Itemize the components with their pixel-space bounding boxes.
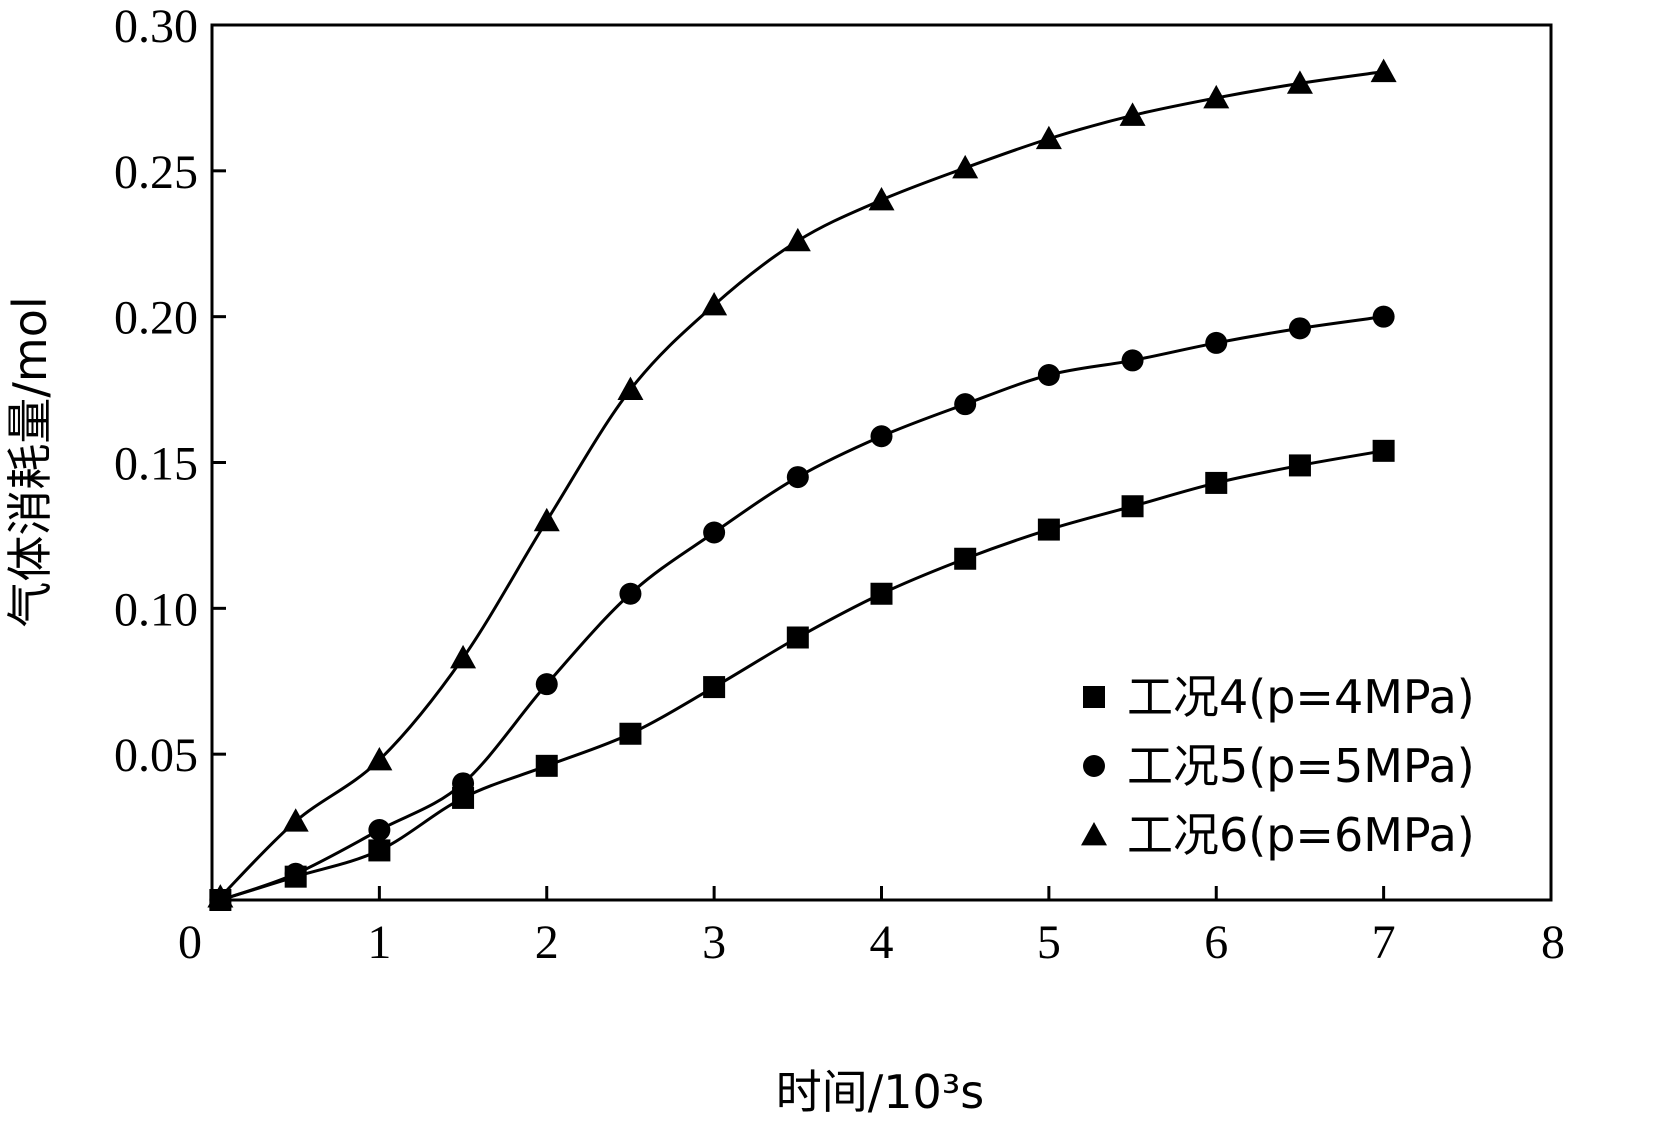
y-axis-title: 气体消耗量/mol [3, 296, 57, 627]
data-point-triangle [1203, 84, 1230, 109]
y-axis-ticks: 0.05 0.10 0.15 0.20 0.25 0.30 [114, 0, 226, 782]
data-point-triangle [1119, 102, 1146, 126]
data-point-square [535, 754, 558, 777]
data-point-circle [619, 582, 642, 605]
x-tick-label: 5 [1037, 916, 1061, 969]
data-point-triangle [450, 644, 477, 669]
y-tick-label: 0.25 [114, 146, 198, 199]
data-point-triangle [784, 227, 811, 252]
x-tick-label: 3 [702, 916, 726, 969]
x-tick-label: 6 [1204, 916, 1228, 969]
data-point-triangle [533, 507, 560, 532]
x-tick-label: 7 [1372, 916, 1396, 969]
x-tick-label: 8 [1541, 916, 1565, 969]
data-point-circle [452, 772, 475, 795]
data-point-square [1288, 454, 1311, 477]
y-tick-label: 0.20 [114, 292, 198, 345]
data-point-square [703, 676, 726, 699]
data-point-triangle [1286, 70, 1313, 94]
data-point-triangle [207, 884, 234, 908]
series-line [219, 315, 1384, 902]
y-tick-label: 0.30 [114, 0, 198, 53]
data-point-circle [535, 673, 558, 696]
data-point-triangle [1370, 58, 1397, 83]
data-point-triangle [868, 187, 895, 211]
data-point-square [619, 722, 642, 745]
data-point-square [1037, 518, 1060, 541]
x-axis-ticks: 0 1 2 3 4 5 6 7 8 [178, 886, 1565, 969]
data-point-triangle [282, 808, 309, 832]
series-layer [207, 58, 1397, 911]
data-point-square [1372, 439, 1395, 462]
legend-label: 工况4(p=4MPa) [1127, 670, 1475, 724]
legend-marker-triangle [1081, 822, 1107, 846]
series-triangle [207, 58, 1397, 908]
data-point-triangle [701, 292, 728, 316]
legend-label: 工况6(p=6MPa) [1127, 808, 1475, 862]
data-point-triangle [1035, 125, 1062, 150]
x-tick-label: 2 [535, 916, 559, 969]
y-tick-label: 0.10 [114, 583, 198, 636]
y-tick-label: 0.15 [114, 438, 198, 491]
data-point-square [1205, 471, 1228, 494]
legend-label: 工况5(p=5MPa) [1127, 739, 1475, 793]
data-point-circle [284, 862, 307, 885]
data-point-square [786, 626, 809, 649]
legend-marker-circle [1083, 755, 1105, 777]
data-point-triangle [617, 376, 644, 400]
data-point-circle [786, 466, 809, 489]
x-tick-label: 0 [178, 916, 202, 969]
data-point-circle [703, 521, 726, 544]
data-point-square [954, 547, 977, 570]
data-point-circle [1121, 349, 1144, 372]
data-point-square [368, 839, 391, 862]
data-point-triangle [366, 747, 393, 771]
legend: 工况4(p=4MPa) 工况5(p=5MPa) 工况6(p=6MPa) [1081, 670, 1475, 862]
data-point-circle [1037, 364, 1060, 386]
data-point-triangle [952, 154, 979, 179]
x-tick-label: 4 [870, 916, 894, 969]
x-tick-label: 1 [367, 916, 391, 969]
data-point-circle [1205, 331, 1228, 354]
data-point-circle [368, 819, 391, 841]
y-tick-label: 0.05 [114, 729, 198, 782]
series-line [219, 70, 1384, 899]
data-point-circle [954, 393, 977, 416]
x-axis-title: 时间/10³s [776, 1065, 984, 1119]
data-point-circle [870, 425, 893, 448]
data-point-circle [1372, 305, 1395, 328]
data-point-square [870, 582, 893, 605]
data-point-circle [1288, 317, 1311, 340]
data-point-square [1121, 495, 1144, 518]
legend-marker-square [1083, 686, 1105, 708]
